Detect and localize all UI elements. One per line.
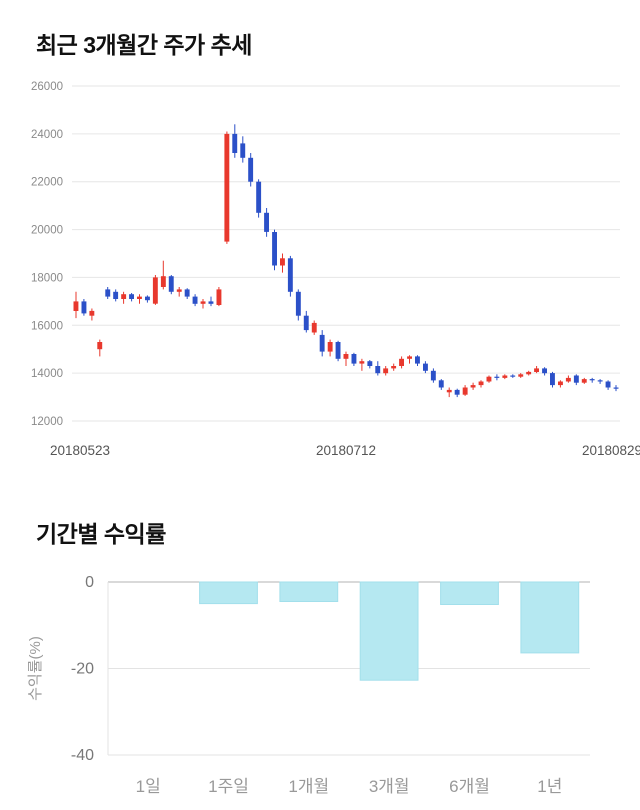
svg-text:20000: 20000 [31, 225, 63, 237]
svg-text:22000: 22000 [31, 177, 63, 189]
svg-text:-20: -20 [71, 661, 94, 678]
svg-text:1년: 1년 [537, 777, 562, 796]
returns-chart-title: 기간별 수익률 [36, 521, 166, 547]
svg-text:26000: 26000 [31, 81, 63, 93]
svg-text:24000: 24000 [31, 129, 63, 141]
svg-text:12000: 12000 [31, 416, 63, 428]
price-chart-title: 최근 3개월간 주가 추세 [36, 32, 252, 58]
svg-text:20180523: 20180523 [50, 443, 110, 458]
svg-text:0: 0 [85, 574, 94, 591]
svg-text:6개월: 6개월 [449, 777, 490, 796]
svg-text:20180829: 20180829 [582, 443, 640, 458]
svg-text:1일: 1일 [136, 777, 161, 796]
svg-text:18000: 18000 [31, 272, 63, 284]
svg-text:3개월: 3개월 [369, 777, 410, 796]
returns-bar-chart: 0 -20 -40 1일 1주일 1개월 3개월 6개월 1년 수익률(%) [0, 560, 640, 810]
svg-text:-40: -40 [71, 747, 94, 764]
svg-text:수익률(%): 수익률(%) [27, 636, 44, 701]
svg-text:16000: 16000 [31, 320, 63, 332]
svg-text:20180712: 20180712 [316, 443, 376, 458]
svg-text:1주일: 1주일 [208, 777, 249, 796]
svg-text:14000: 14000 [31, 368, 63, 380]
svg-text:1개월: 1개월 [288, 777, 329, 796]
price-candlestick-chart: 26000 24000 22000 20000 18000 16000 14000 12000… [0, 70, 640, 465]
